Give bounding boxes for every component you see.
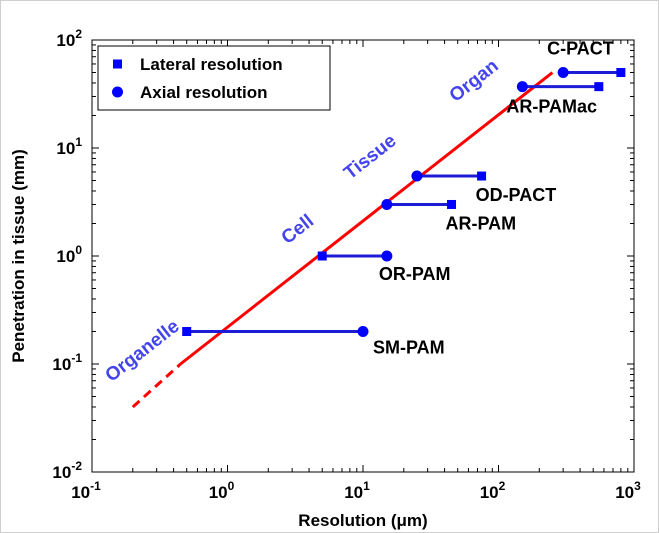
y-tick-label-base: 10 <box>56 139 75 158</box>
legend-box <box>97 45 331 111</box>
lateral-marker <box>317 251 327 261</box>
lateral-marker <box>594 82 604 92</box>
modality-label: AR-PAM <box>446 213 517 233</box>
axial-marker <box>381 250 393 262</box>
modality-label: AR-PAMac <box>506 97 597 117</box>
axial-marker <box>411 170 423 182</box>
x-axis-label-prefix: Resolution ( <box>298 511 397 530</box>
y-tick-label-exponent: 1 <box>75 135 82 149</box>
x-tick-label-base: 10 <box>480 483 499 502</box>
y-tick-label-exponent: -2 <box>71 459 82 473</box>
y-tick-label: 100 <box>56 243 82 266</box>
x-tick-label-base: 10 <box>71 483 90 502</box>
x-tick-label: 102 <box>480 479 506 502</box>
y-tick-label-exponent: 2 <box>75 27 82 41</box>
trend-line-dashed <box>131 362 182 409</box>
lateral-marker <box>616 68 626 78</box>
x-tick-label-exponent: -1 <box>90 479 101 493</box>
axial-marker <box>557 67 569 79</box>
x-axis-label-mu: μ <box>397 511 407 530</box>
legend-circle-marker <box>112 86 123 98</box>
y-tick-label: 10-2 <box>52 459 82 482</box>
y-tick-label-base: 10 <box>52 463 71 482</box>
trend-line-solid <box>179 71 554 366</box>
x-tick-label-base: 10 <box>209 483 228 502</box>
y-tick-label-exponent: -1 <box>71 351 82 365</box>
y-axis-label: Penetration in tissue (mm) <box>9 149 28 362</box>
x-tick-label-exponent: 3 <box>634 479 641 493</box>
lateral-marker <box>477 171 487 181</box>
lateral-marker <box>447 199 457 209</box>
axial-marker <box>381 198 393 210</box>
x-axis-label: Resolution (μm) <box>298 511 427 530</box>
x-tick-label: 100 <box>209 479 235 502</box>
x-tick-label-exponent: 0 <box>228 479 235 493</box>
y-tick-label-base: 10 <box>56 31 75 50</box>
y-tick-label: 10-1 <box>52 351 82 374</box>
x-tick-label: 103 <box>615 479 641 502</box>
y-tick-label-base: 10 <box>56 247 75 266</box>
y-tick-label: 102 <box>56 27 82 50</box>
modality-label: SM-PAM <box>373 337 445 357</box>
x-tick-label-base: 10 <box>344 483 363 502</box>
x-tick-label-base: 10 <box>615 483 634 502</box>
y-tick-label-base: 10 <box>52 355 71 374</box>
legend-label: Axial resolution <box>140 83 268 102</box>
legend-square-marker <box>113 59 122 69</box>
x-axis-label-suffix: m) <box>407 511 428 530</box>
x-tick-label-exponent: 2 <box>499 479 506 493</box>
lateral-marker <box>182 326 192 336</box>
x-tick-label-exponent: 1 <box>363 479 370 493</box>
modality-label: C-PACT <box>547 39 614 59</box>
legend-label: Lateral resolution <box>140 55 283 74</box>
x-tick-label: 101 <box>344 479 370 502</box>
modality-label: OD-PACT <box>476 185 557 205</box>
axial-marker <box>516 81 528 93</box>
axial-marker <box>357 325 369 337</box>
y-tick-label: 101 <box>56 135 82 158</box>
y-tick-label-exponent: 0 <box>75 243 82 257</box>
x-tick-label: 10-1 <box>71 479 101 502</box>
modality-label: OR-PAM <box>379 264 451 284</box>
